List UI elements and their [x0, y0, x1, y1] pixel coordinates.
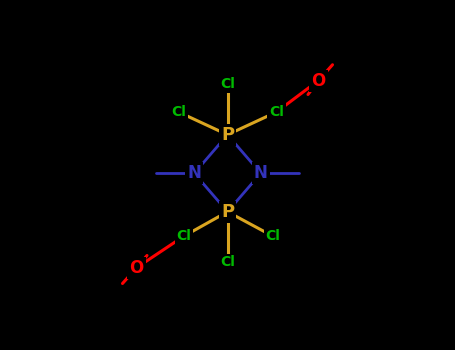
Text: P: P	[221, 126, 234, 144]
Text: N: N	[254, 164, 268, 182]
Text: Cl: Cl	[269, 105, 284, 119]
Text: O: O	[129, 259, 144, 277]
Text: O: O	[311, 71, 326, 90]
Text: Cl: Cl	[177, 229, 191, 243]
Text: Cl: Cl	[220, 256, 235, 270]
Text: Cl: Cl	[171, 105, 186, 119]
Text: N: N	[187, 164, 201, 182]
Text: P: P	[221, 203, 234, 221]
Text: Cl: Cl	[220, 77, 235, 91]
Text: Cl: Cl	[266, 229, 280, 243]
